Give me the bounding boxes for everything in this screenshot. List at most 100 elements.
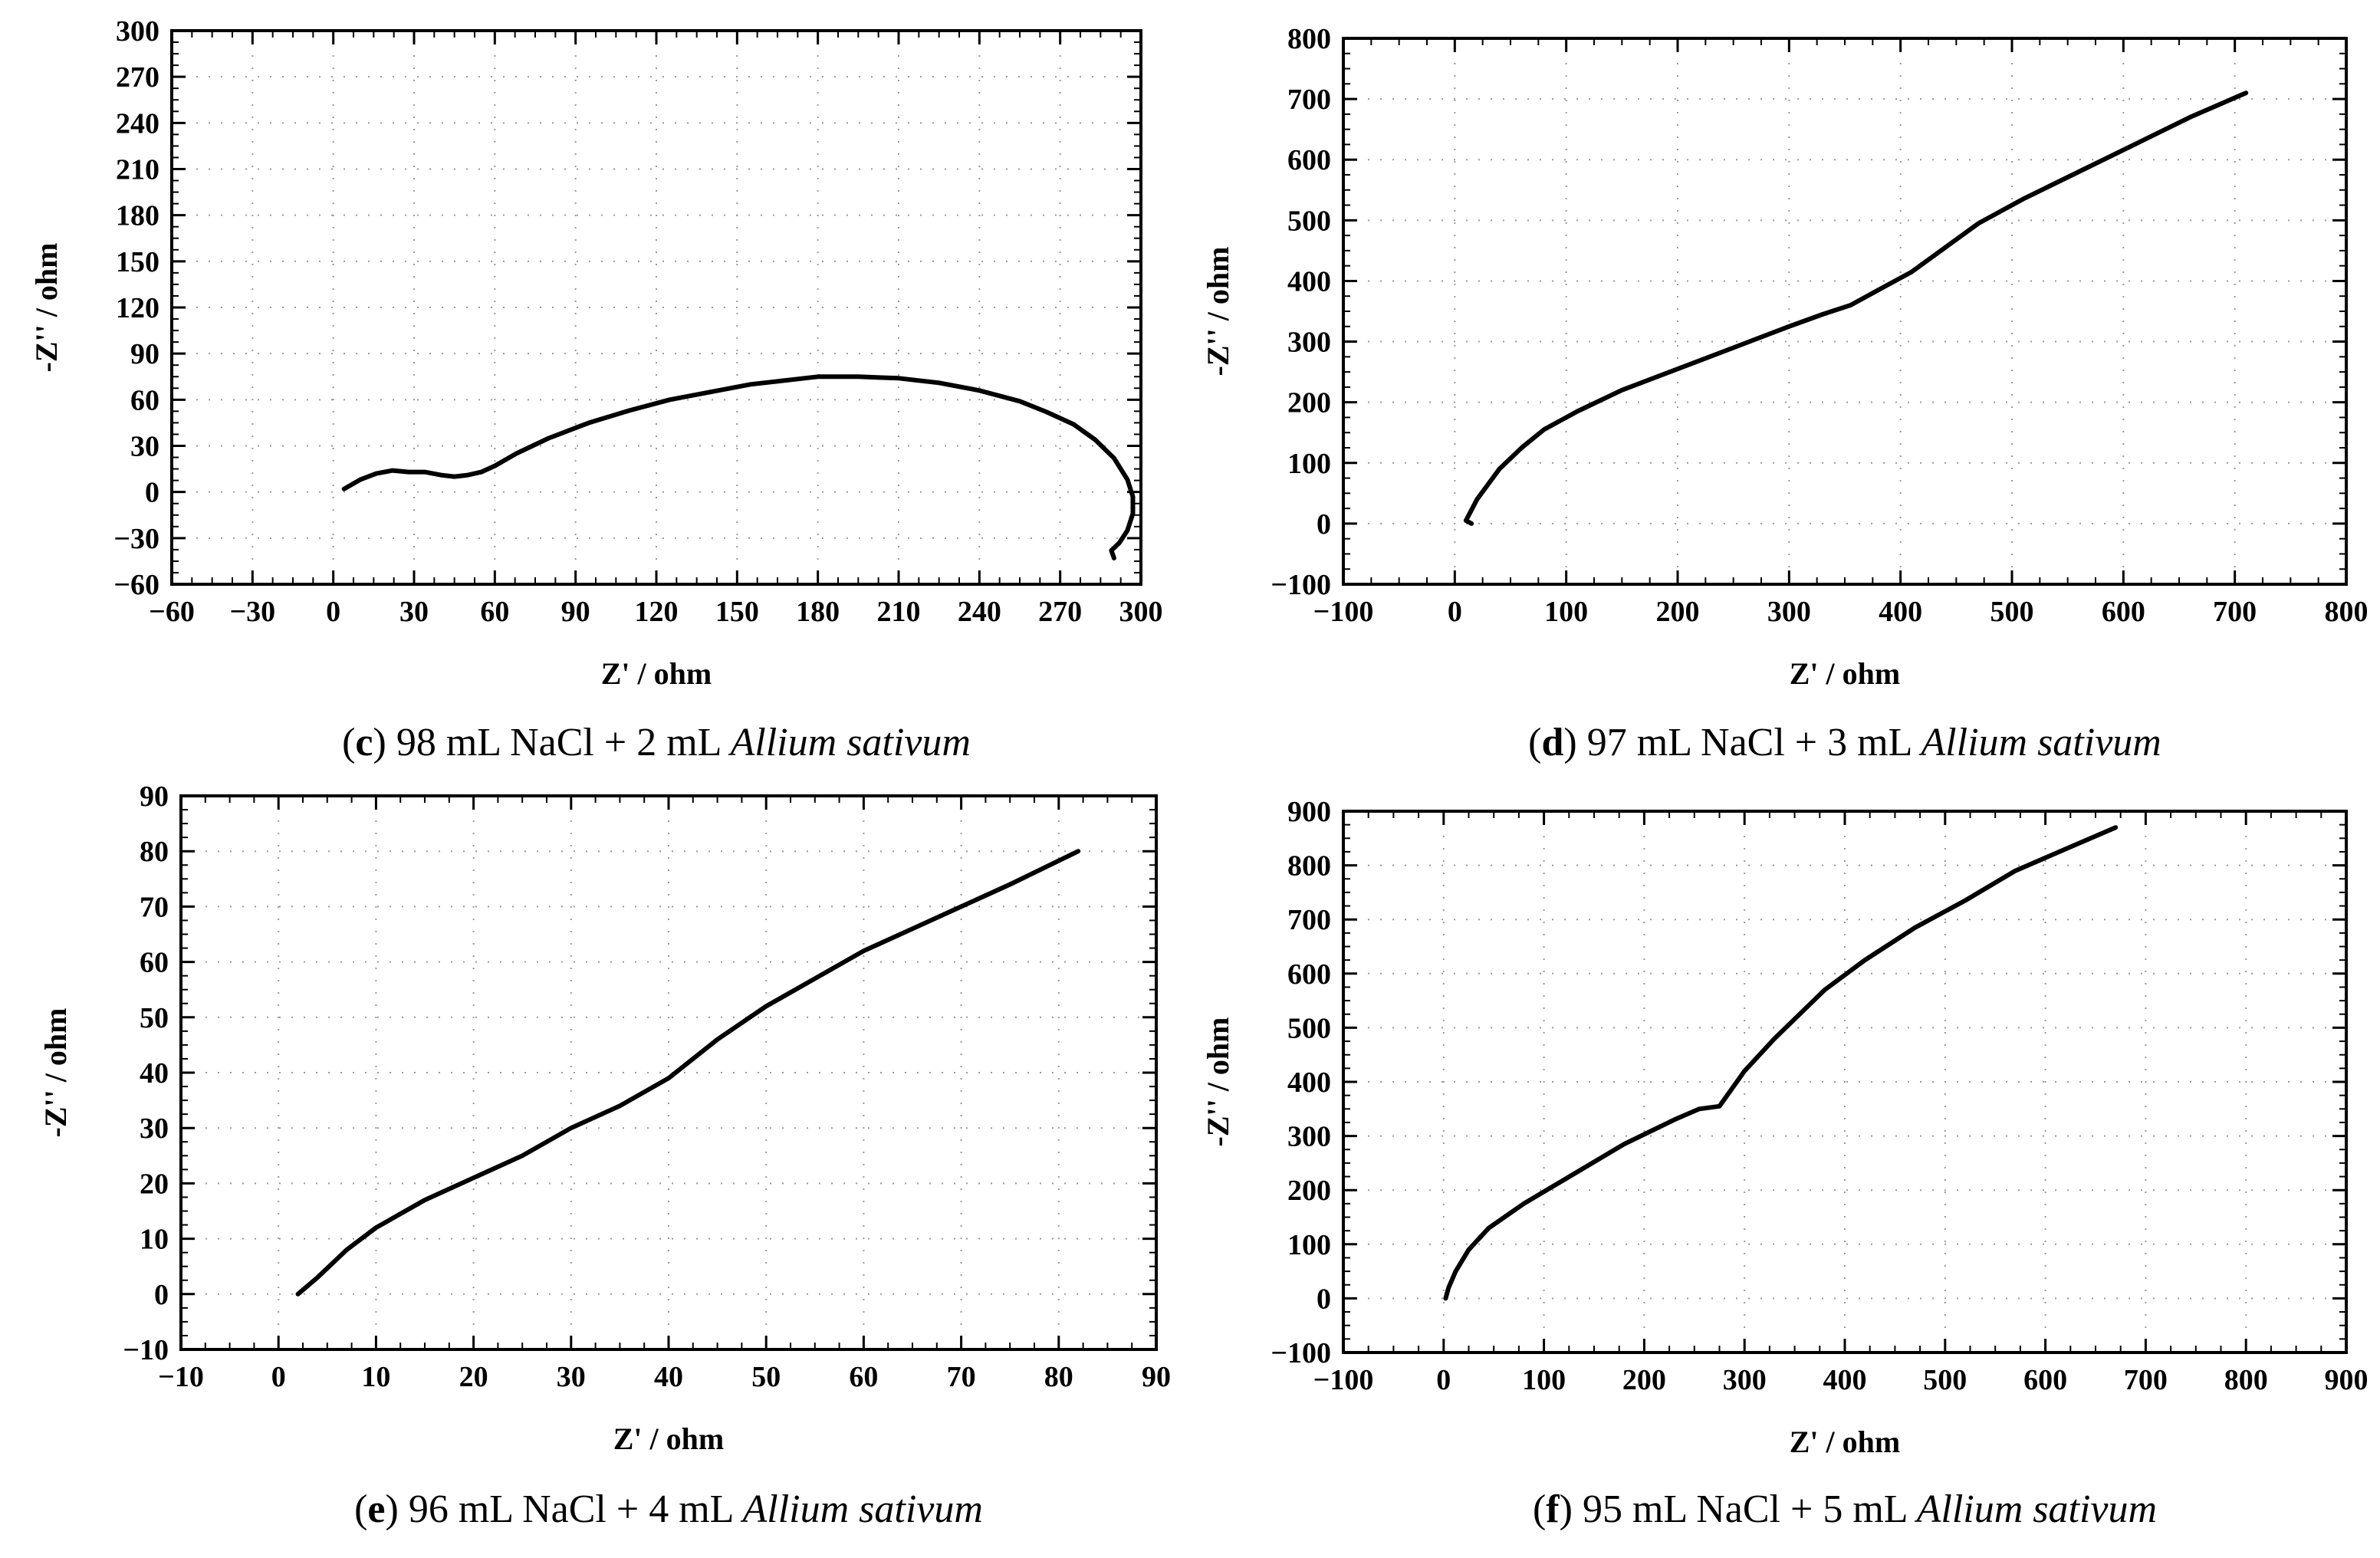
y-tick-label: 150 bbox=[116, 246, 159, 278]
y-tick-label: 20 bbox=[140, 1168, 169, 1200]
caption-text: 97 mL NaCl + 3 mL bbox=[1577, 721, 1921, 764]
y-axis-title: -Z'' / ohm bbox=[38, 1008, 73, 1138]
x-tick-label: 300 bbox=[1767, 596, 1811, 628]
caption-paren: ( bbox=[1528, 721, 1541, 764]
y-tick-label: 10 bbox=[140, 1224, 169, 1256]
x-tick-label: 400 bbox=[1823, 1364, 1867, 1396]
x-tick-label: 270 bbox=[1038, 596, 1082, 628]
x-tick-label: 0 bbox=[1448, 596, 1462, 628]
x-axis-title: Z' / ohm bbox=[1790, 1425, 1900, 1459]
y-tick-label: −30 bbox=[113, 523, 159, 555]
y-axis-title: -Z'' / ohm bbox=[1201, 247, 1235, 376]
x-tick-label: 210 bbox=[877, 596, 921, 628]
x-axis-title: Z' / ohm bbox=[601, 656, 712, 691]
x-tick-label: −60 bbox=[149, 596, 195, 628]
x-tick-label: 20 bbox=[459, 1361, 488, 1393]
plot-frame bbox=[1342, 37, 2348, 586]
y-tick-label: 100 bbox=[1287, 448, 1331, 480]
y-tick-label: 300 bbox=[116, 15, 159, 48]
nyquist-series-line bbox=[1443, 825, 2119, 1301]
x-tick-label: 40 bbox=[654, 1361, 683, 1393]
y-tick-label: 500 bbox=[1287, 1012, 1331, 1044]
caption-letter: f bbox=[1546, 1487, 1560, 1531]
caption-species: Allium sativum bbox=[740, 1487, 982, 1531]
y-axis-title: -Z'' / ohm bbox=[1201, 1017, 1235, 1147]
y-tick-label: 210 bbox=[116, 154, 159, 186]
caption-paren-close: ) bbox=[1563, 721, 1576, 764]
caption-paren-close: ) bbox=[373, 721, 386, 764]
y-tick-label: 900 bbox=[1287, 796, 1331, 828]
y-tick-label: 80 bbox=[140, 836, 169, 868]
y-tick-label: 180 bbox=[116, 200, 159, 232]
caption-text: 98 mL NaCl + 2 mL bbox=[386, 721, 731, 764]
x-tick-label: 800 bbox=[2325, 596, 2368, 628]
x-tick-label: 300 bbox=[1119, 596, 1163, 628]
caption-species: Allium sativum bbox=[1915, 1487, 2157, 1531]
x-tick-label: 500 bbox=[1990, 596, 2034, 628]
y-tick-label: 800 bbox=[1287, 23, 1331, 55]
chart-panel-f: −100 0 100 200 300 400 500 600 700 800 900 −100 0 100… bbox=[1201, 796, 2368, 1531]
x-tick-label: 0 bbox=[1436, 1364, 1451, 1396]
panel-caption: (d) 97 mL NaCl + 3 mL Allium sativum bbox=[1528, 721, 2161, 764]
caption-paren-close: ) bbox=[1560, 1487, 1573, 1531]
x-tick-label: 900 bbox=[2325, 1364, 2368, 1396]
x-tick-label: 600 bbox=[2102, 596, 2145, 628]
caption-letter: c bbox=[355, 721, 373, 764]
x-tick-label: 800 bbox=[2224, 1364, 2268, 1396]
x-tick-label: 200 bbox=[1622, 1364, 1666, 1396]
y-tick-label: 30 bbox=[130, 431, 159, 463]
x-tick-label: 180 bbox=[796, 596, 840, 628]
x-tick-label: 30 bbox=[557, 1361, 586, 1393]
x-tick-label: 70 bbox=[947, 1361, 976, 1393]
x-tick-label: 60 bbox=[849, 1361, 878, 1393]
x-tick-label: 0 bbox=[271, 1361, 286, 1393]
y-tick-label: 300 bbox=[1287, 327, 1331, 359]
y-tick-label: 0 bbox=[145, 477, 159, 509]
y-tick-label: 70 bbox=[140, 891, 169, 923]
x-tick-label: 700 bbox=[2124, 1364, 2168, 1396]
y-tick-label: 600 bbox=[1287, 958, 1331, 991]
caption-text: 96 mL NaCl + 4 mL bbox=[399, 1487, 743, 1531]
x-tick-label: −100 bbox=[1313, 1364, 1374, 1396]
x-tick-label: 600 bbox=[2023, 1364, 2067, 1396]
y-tick-label: −60 bbox=[113, 569, 159, 601]
x-tick-label: −30 bbox=[230, 596, 276, 628]
panel-caption: (f) 95 mL NaCl + 5 mL Allium sativum bbox=[1533, 1487, 2157, 1531]
x-tick-label: 90 bbox=[561, 596, 590, 628]
chart-panel-e: −10 0 10 20 30 40 50 60 70 80 90 −10 0 10 20 30 40 50 60 70… bbox=[38, 781, 1171, 1531]
y-axis-title: -Z'' / ohm bbox=[29, 243, 64, 373]
x-tick-label: 700 bbox=[2213, 596, 2257, 628]
caption-paren: ( bbox=[354, 1487, 367, 1531]
y-tick-label: 700 bbox=[1287, 84, 1331, 116]
x-tick-label: 30 bbox=[399, 596, 429, 628]
y-tick-label: 50 bbox=[140, 1002, 169, 1034]
x-tick-label: 0 bbox=[326, 596, 340, 628]
y-tick-label: 30 bbox=[140, 1113, 169, 1145]
x-axis-title: Z' / ohm bbox=[613, 1422, 724, 1456]
y-tick-label: 0 bbox=[1317, 508, 1331, 541]
y-tick-label: 700 bbox=[1287, 904, 1331, 936]
y-tick-label: 800 bbox=[1287, 850, 1331, 883]
x-tick-label: 300 bbox=[1723, 1364, 1767, 1396]
caption-species: Allium sativum bbox=[1918, 721, 2161, 764]
y-tick-label: 90 bbox=[140, 781, 169, 813]
x-tick-label: 150 bbox=[715, 596, 759, 628]
y-tick-label: 60 bbox=[140, 947, 169, 979]
y-tick-label: 500 bbox=[1287, 205, 1331, 237]
y-tick-label: 240 bbox=[116, 107, 159, 140]
y-tick-label: 400 bbox=[1287, 265, 1331, 297]
nyquist-series-line bbox=[295, 849, 1081, 1297]
x-tick-label: 80 bbox=[1044, 1361, 1073, 1393]
x-tick-label: 120 bbox=[635, 596, 679, 628]
x-tick-label: 240 bbox=[958, 596, 1001, 628]
y-tick-label: 600 bbox=[1287, 144, 1331, 176]
x-tick-label: 90 bbox=[1142, 1361, 1171, 1393]
caption-text: 95 mL NaCl + 5 mL bbox=[1573, 1487, 1917, 1531]
plot-frame bbox=[170, 29, 1142, 586]
x-tick-label: 100 bbox=[1522, 1364, 1566, 1396]
y-tick-label: 100 bbox=[1287, 1229, 1331, 1261]
x-tick-label: −100 bbox=[1313, 596, 1374, 628]
y-tick-label: 270 bbox=[116, 61, 159, 94]
y-tick-label: 40 bbox=[140, 1057, 169, 1090]
